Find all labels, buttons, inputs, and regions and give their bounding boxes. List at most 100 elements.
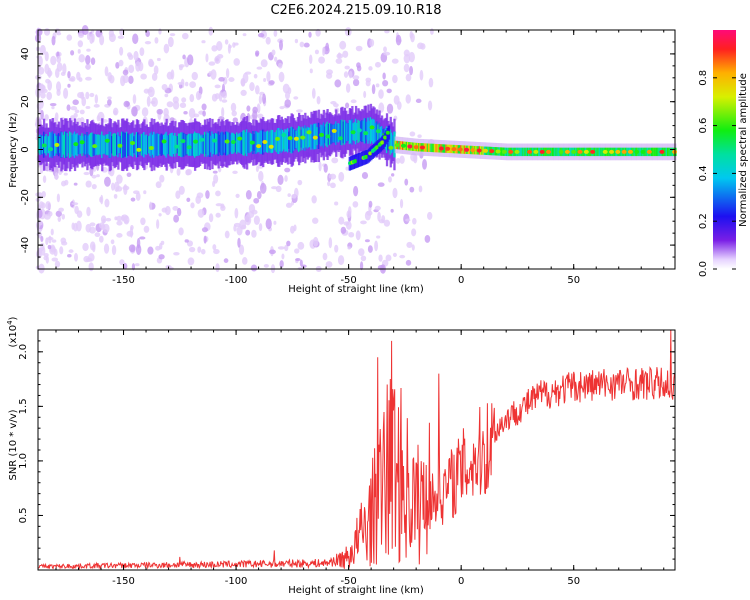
spectral-speckle — [418, 185, 423, 193]
spectral-speckle — [225, 68, 230, 79]
spectral-speckle — [156, 108, 163, 115]
spectral-speckle — [384, 29, 390, 34]
spectral-band-core — [203, 131, 207, 157]
spectral-speckle — [77, 40, 84, 48]
spectral-band-core — [108, 131, 111, 159]
spectral-speckle — [191, 71, 198, 81]
spectral-band-core — [217, 131, 220, 157]
spectral-band-core — [669, 147, 672, 157]
y-tick-label: 1.5 — [18, 398, 29, 414]
spectral-speckle — [158, 254, 165, 260]
spectral-speckle — [318, 161, 322, 172]
spectral-speckle — [104, 176, 111, 187]
spectral-speckle — [314, 49, 319, 55]
spectral-speckle — [345, 166, 349, 171]
spectral-speckle — [146, 95, 151, 107]
spectral-peak — [331, 128, 337, 133]
spectral-peak — [193, 139, 199, 144]
spectral-speckle — [85, 105, 91, 109]
spectral-speckle — [178, 185, 185, 195]
spectral-speckle — [156, 57, 161, 62]
spectral-band-core — [186, 135, 189, 155]
spectral-band-core — [213, 133, 217, 155]
spectral-speckle — [327, 181, 331, 187]
spectral-speckle — [110, 182, 115, 191]
spectral-band-core — [115, 134, 119, 155]
spectral-band-core — [307, 127, 311, 148]
spectral-speckle — [179, 102, 187, 109]
spectral-band-core — [342, 121, 345, 144]
spectral-speckle — [308, 31, 312, 38]
spectral-band-core — [65, 131, 68, 158]
spectral-speckle — [353, 185, 359, 197]
spectral-speckle — [361, 171, 369, 180]
spectral-speckle — [85, 64, 91, 70]
spectral-branch — [358, 152, 361, 167]
spectral-speckle — [58, 207, 65, 212]
spectral-band-core — [192, 133, 196, 156]
spectral-band-core — [122, 131, 125, 158]
spectral-band-core — [638, 147, 641, 157]
spectral-speckle — [337, 52, 342, 59]
spectral-speckle — [186, 197, 191, 202]
spectral-speckle — [293, 96, 299, 100]
spectral-speckle — [250, 264, 258, 272]
spectral-peak — [300, 135, 306, 140]
spectral-speckle — [128, 244, 136, 253]
spectral-speckle — [408, 51, 415, 63]
spectral-speckle — [237, 237, 241, 248]
x-tick-label: 50 — [567, 576, 580, 587]
spectral-band-core — [268, 132, 271, 152]
spectral-speckle — [63, 87, 69, 99]
spectral-speckle — [85, 180, 92, 188]
spectral-speckle — [412, 217, 417, 225]
spectral-speckle — [178, 227, 184, 236]
spectral-speckle — [67, 253, 72, 258]
spectral-peak — [413, 145, 419, 150]
spectral-speckle — [196, 192, 204, 199]
spectral-band-core — [271, 129, 275, 153]
spectral-speckle — [232, 42, 236, 48]
spectral-speckle — [143, 190, 147, 195]
spectral-branch — [383, 132, 387, 147]
snr-panel: -150 -100 -50 0 50 0.5 1.0 1.5 2.0 Height of st… — [6, 316, 676, 596]
spectral-speckle — [240, 224, 247, 230]
spectral-speckle — [108, 33, 116, 43]
spectral-band-core — [185, 134, 188, 156]
spectral-speckle — [128, 64, 135, 74]
spectral-band-core — [143, 132, 146, 158]
spectral-speckle — [130, 225, 134, 231]
spectral-speckle — [116, 174, 123, 184]
spectral-speckle — [122, 69, 129, 76]
spectral-band-core — [340, 120, 343, 146]
spectral-band-core — [436, 144, 439, 153]
spectral-peak — [564, 149, 570, 154]
y-tick-label: -40 — [20, 237, 31, 253]
spectral-band-core — [137, 132, 140, 158]
spectral-speckle — [315, 28, 321, 37]
spectral-speckle — [169, 117, 175, 122]
spectral-speckle — [156, 219, 160, 230]
spectral-band-core — [144, 135, 147, 155]
spectral-band-core — [347, 123, 350, 142]
spectral-speckle — [322, 252, 328, 261]
spectral-peak — [237, 136, 243, 141]
spectral-speckle — [360, 220, 367, 225]
spectral-speckle — [359, 261, 364, 271]
spectral-band-core — [285, 129, 288, 152]
spectral-speckle — [73, 182, 78, 186]
spectral-band-core — [82, 136, 85, 154]
spectral-band-core — [236, 132, 239, 154]
spectral-speckle — [411, 244, 415, 251]
spectral-speckle — [98, 222, 105, 229]
spectral-speckle — [148, 60, 155, 68]
spectral-band-core — [613, 147, 616, 157]
spectral-speckle — [258, 170, 264, 182]
spectral-band-core — [107, 133, 110, 156]
spectral-speckle — [89, 33, 94, 44]
spectral-band-core — [180, 132, 183, 158]
spectral-band-core — [52, 133, 56, 156]
spectral-speckle — [128, 75, 134, 85]
spectral-peak — [489, 149, 495, 154]
x-tick-label: -100 — [225, 576, 248, 587]
